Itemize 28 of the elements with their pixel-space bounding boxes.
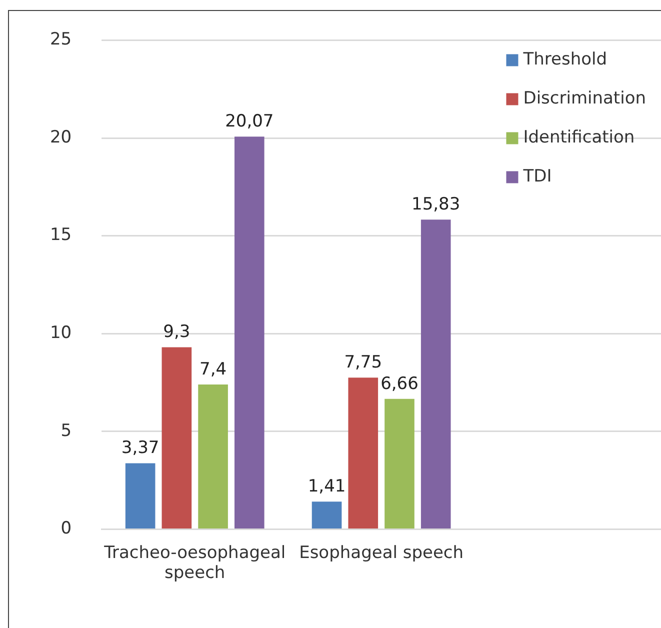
y-tick-label: 20 xyxy=(50,127,72,148)
legend-label: TDI xyxy=(522,166,552,187)
legend-label: Discrimination xyxy=(523,88,646,109)
data-label: 9,3 xyxy=(163,322,190,342)
data-label: 1,41 xyxy=(308,476,346,497)
y-tick-label: 0 xyxy=(60,518,72,539)
bar xyxy=(234,136,264,528)
data-label: 6,66 xyxy=(380,374,418,394)
bar xyxy=(125,463,156,528)
y-tick-label: 15 xyxy=(50,225,72,246)
y-tick-label: 10 xyxy=(50,323,72,344)
legend-label: Threshold xyxy=(522,50,608,70)
bar xyxy=(384,398,414,528)
bar xyxy=(348,378,378,528)
legend-label: Identification xyxy=(523,128,635,148)
y-tick-label: 5 xyxy=(60,420,72,441)
bar xyxy=(198,384,228,528)
bar xyxy=(312,502,342,528)
data-label: 15,83 xyxy=(412,194,460,214)
data-label: 7,75 xyxy=(344,352,382,373)
bar xyxy=(420,220,451,528)
y-tick-label: 25 xyxy=(50,30,72,50)
data-label: 7,4 xyxy=(200,359,227,380)
data-label: 20,07 xyxy=(225,112,274,132)
bar xyxy=(162,347,192,528)
x-tick-label: Esophageal speech xyxy=(299,542,464,563)
x-tick-label: Tracheo-oesophageal speech xyxy=(103,542,286,584)
data-label: 3,37 xyxy=(121,438,160,458)
